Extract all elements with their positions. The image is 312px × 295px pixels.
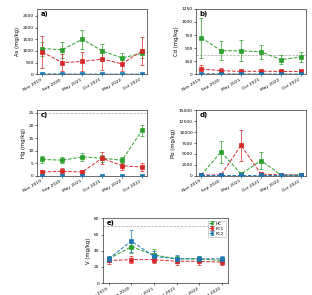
Legend: HC, FC1, FC2: HC, FC1, FC2 [207, 221, 226, 237]
Text: a): a) [41, 11, 48, 17]
Y-axis label: Cd (mg/kg): Cd (mg/kg) [174, 27, 179, 56]
Y-axis label: As (mg/kg): As (mg/kg) [15, 27, 20, 56]
Text: b): b) [200, 11, 208, 17]
Text: c): c) [41, 112, 48, 118]
Y-axis label: V (mg/kg): V (mg/kg) [86, 237, 91, 264]
Text: d): d) [200, 112, 208, 118]
Y-axis label: Hg (mg/kg): Hg (mg/kg) [21, 128, 26, 158]
Text: e): e) [107, 220, 115, 226]
Y-axis label: Pb (mg/kg): Pb (mg/kg) [171, 128, 176, 158]
